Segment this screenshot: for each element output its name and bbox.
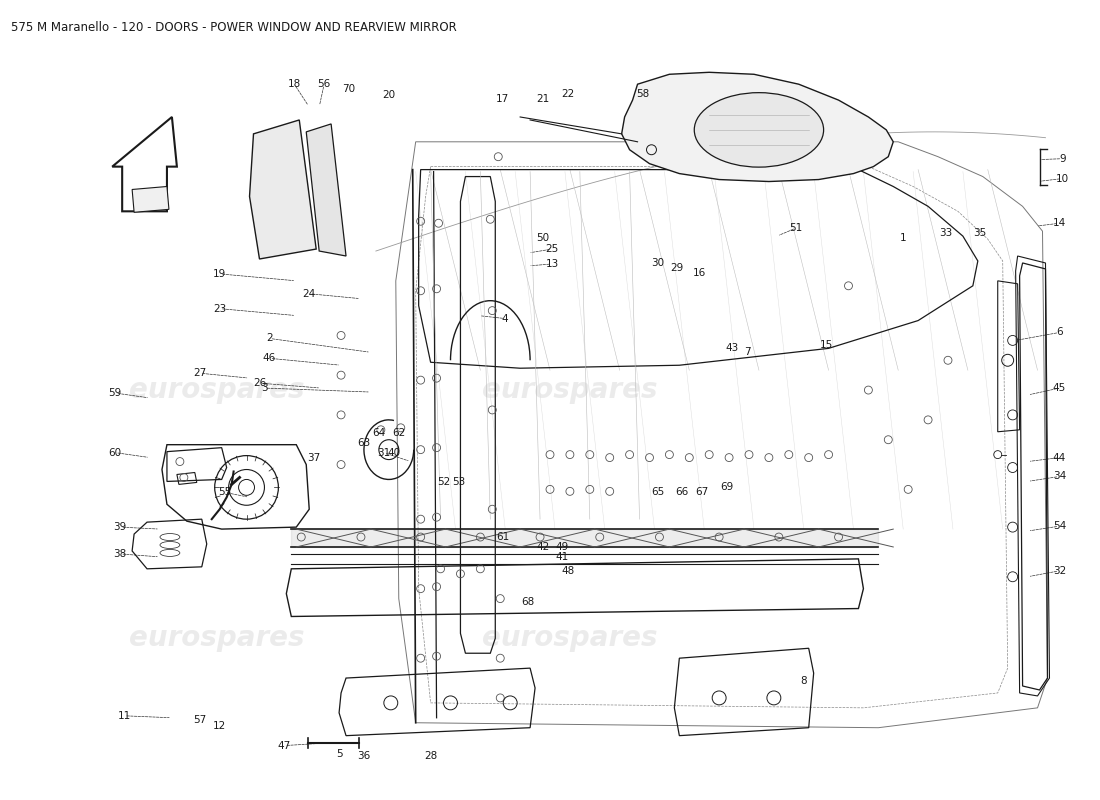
Text: 1: 1 <box>900 233 906 243</box>
Text: 2: 2 <box>266 334 273 343</box>
Text: 12: 12 <box>213 721 227 730</box>
Text: 70: 70 <box>342 84 355 94</box>
Text: 52: 52 <box>437 478 450 487</box>
Text: 57: 57 <box>194 714 207 725</box>
Text: 17: 17 <box>496 94 509 104</box>
Text: 40: 40 <box>387 448 400 458</box>
Text: 38: 38 <box>113 549 127 559</box>
Text: 47: 47 <box>277 741 292 750</box>
Text: 43: 43 <box>726 343 739 354</box>
Text: 15: 15 <box>820 340 833 350</box>
Ellipse shape <box>694 93 824 167</box>
Text: eurospares: eurospares <box>482 624 658 652</box>
Text: 69: 69 <box>720 482 734 492</box>
Text: 50: 50 <box>537 233 550 243</box>
Text: 3: 3 <box>261 383 267 393</box>
Text: 8: 8 <box>801 676 807 686</box>
Text: 48: 48 <box>561 566 574 576</box>
Text: 53: 53 <box>452 478 465 487</box>
Text: 54: 54 <box>1053 521 1066 531</box>
Text: 67: 67 <box>695 487 708 498</box>
Text: 65: 65 <box>651 487 664 498</box>
Text: 49: 49 <box>556 542 569 552</box>
Text: 56: 56 <box>318 79 331 90</box>
Text: 21: 21 <box>537 94 550 104</box>
Text: 63: 63 <box>358 438 371 448</box>
Text: 62: 62 <box>392 428 406 438</box>
Text: 31: 31 <box>377 448 390 458</box>
Text: 30: 30 <box>651 258 664 268</box>
Text: 64: 64 <box>372 428 385 438</box>
Text: 34: 34 <box>1053 471 1066 482</box>
Text: 6: 6 <box>1056 327 1063 338</box>
Text: 42: 42 <box>537 542 550 552</box>
Text: 32: 32 <box>1053 566 1066 576</box>
Text: 9: 9 <box>1059 154 1066 164</box>
Text: 24: 24 <box>302 289 316 298</box>
Polygon shape <box>621 72 893 182</box>
Text: 35: 35 <box>974 228 987 238</box>
Text: 46: 46 <box>263 354 276 363</box>
Text: 41: 41 <box>556 552 569 562</box>
Text: 13: 13 <box>546 259 559 269</box>
Text: 55: 55 <box>218 487 231 498</box>
Text: 19: 19 <box>213 269 227 279</box>
Text: 44: 44 <box>1053 453 1066 462</box>
Polygon shape <box>132 186 169 212</box>
Text: 7: 7 <box>744 347 750 358</box>
Text: 10: 10 <box>1056 174 1069 183</box>
Text: eurospares: eurospares <box>129 624 305 652</box>
Text: 66: 66 <box>675 487 689 498</box>
Text: 29: 29 <box>671 263 684 273</box>
Text: 36: 36 <box>358 750 371 761</box>
Text: 14: 14 <box>1053 218 1066 228</box>
Text: 5: 5 <box>336 749 342 758</box>
Text: 27: 27 <box>194 368 207 378</box>
Text: 4: 4 <box>502 314 508 323</box>
Text: 11: 11 <box>118 710 131 721</box>
Text: 45: 45 <box>1053 383 1066 393</box>
Text: 60: 60 <box>109 448 122 458</box>
Text: 575 M Maranello - 120 - DOORS - POWER WINDOW AND REARVIEW MIRROR: 575 M Maranello - 120 - DOORS - POWER WI… <box>11 21 456 34</box>
Text: 61: 61 <box>496 532 510 542</box>
Text: 59: 59 <box>109 388 122 398</box>
Text: 22: 22 <box>561 89 574 99</box>
Polygon shape <box>250 120 316 259</box>
Text: 51: 51 <box>789 223 802 234</box>
Text: 58: 58 <box>636 89 649 99</box>
Text: 18: 18 <box>288 79 301 90</box>
Text: 20: 20 <box>383 90 395 100</box>
Text: 39: 39 <box>113 522 127 532</box>
Text: eurospares: eurospares <box>129 376 305 404</box>
Text: 26: 26 <box>253 378 266 388</box>
Text: 23: 23 <box>213 304 227 314</box>
Text: 25: 25 <box>546 244 559 254</box>
Text: 28: 28 <box>424 750 437 761</box>
Text: eurospares: eurospares <box>482 376 658 404</box>
Text: 68: 68 <box>521 597 535 606</box>
Text: 33: 33 <box>939 228 953 238</box>
Text: 16: 16 <box>693 268 706 278</box>
Polygon shape <box>306 124 346 256</box>
Text: 37: 37 <box>308 453 321 462</box>
